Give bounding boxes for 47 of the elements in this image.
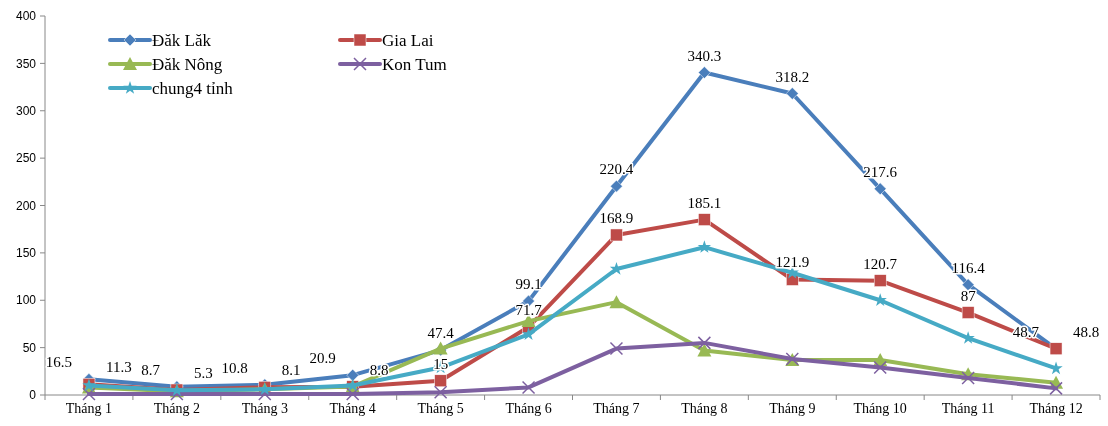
y-tick-label: 50 — [22, 340, 37, 355]
x-tick-label: Tháng 8 — [681, 401, 728, 416]
y-tick-label: 400 — [15, 9, 37, 24]
data-label: 5.3 — [193, 364, 213, 381]
data-label: 15 — [433, 355, 449, 372]
data-label: 8.1 — [281, 362, 301, 379]
x-tick-label: Tháng 1 — [65, 401, 113, 416]
data-label: 116.4 — [951, 259, 986, 276]
y-tick-label: 150 — [15, 246, 37, 261]
y-tick-label: 250 — [15, 151, 37, 166]
x-tick-label: Tháng 3 — [241, 401, 288, 416]
data-label: 71.7 — [515, 302, 543, 319]
x-tick-label: Tháng 6 — [505, 401, 552, 416]
data-label: 121.9 — [775, 254, 810, 271]
data-label: 120.7 — [863, 255, 898, 272]
x-tick-label: Tháng 12 — [1029, 401, 1083, 416]
legend-label: Đăk Lăk — [152, 30, 212, 50]
legend-label: chung4 tỉnh — [152, 78, 234, 98]
legend-label: Kon Tum — [382, 54, 447, 74]
y-tick-label: 200 — [15, 198, 37, 213]
data-label: 11.3 — [105, 359, 132, 376]
data-label: 47.4 — [427, 325, 455, 342]
y-tick-label: 0 — [29, 388, 37, 403]
data-label: 318.2 — [775, 68, 810, 85]
data-label: 20.9 — [309, 350, 336, 367]
legend-label: Đăk Nông — [152, 54, 223, 74]
y-tick-label: 350 — [15, 56, 37, 71]
y-tick-label: 100 — [15, 293, 37, 308]
data-label: 168.9 — [599, 209, 634, 226]
data-label: 87 — [960, 287, 977, 304]
x-tick-label: Tháng 4 — [329, 401, 376, 416]
data-label: 16.5 — [45, 354, 72, 371]
data-label: 217.6 — [863, 163, 898, 180]
data-label: 99.1 — [515, 276, 542, 293]
x-tick-label: Tháng 5 — [417, 401, 464, 416]
x-tick-label: Tháng 9 — [769, 401, 816, 416]
y-tick-label: 300 — [15, 103, 37, 118]
data-label: 185.1 — [687, 194, 722, 211]
x-tick-label: Tháng 2 — [153, 401, 201, 416]
x-tick-label: Tháng 10 — [853, 401, 907, 416]
data-label: 8.7 — [141, 361, 161, 378]
legend-label: Gia Lai — [382, 30, 434, 50]
data-label: 10.8 — [221, 359, 248, 376]
data-label: 340.3 — [687, 47, 722, 64]
x-tick-label: Tháng 7 — [593, 401, 640, 416]
x-tick-label: Tháng 11 — [941, 401, 995, 416]
data-label: 48.8 — [1073, 323, 1100, 340]
